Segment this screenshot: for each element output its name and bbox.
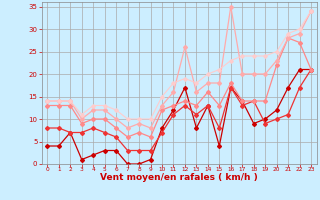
- X-axis label: Vent moyen/en rafales ( km/h ): Vent moyen/en rafales ( km/h ): [100, 173, 258, 182]
